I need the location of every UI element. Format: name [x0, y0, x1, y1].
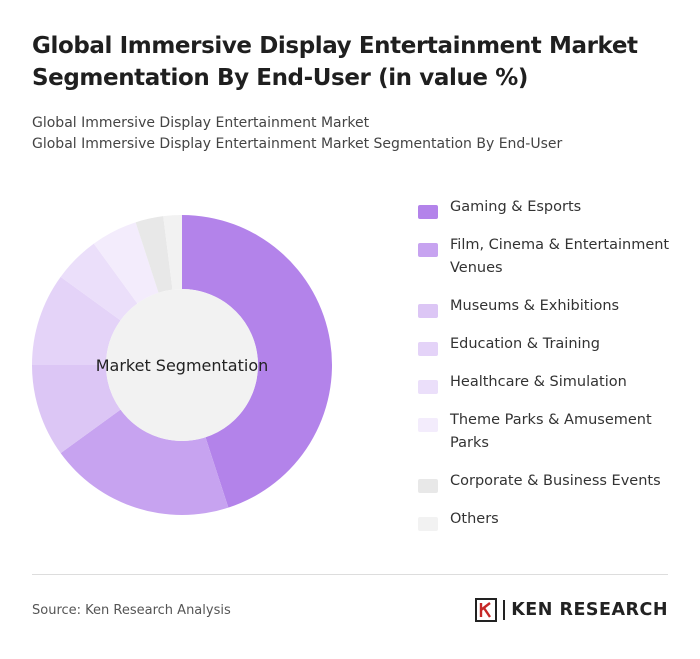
subtitle-line-2: Global Immersive Display Entertainment M… [32, 136, 563, 152]
legend-swatch [418, 418, 438, 432]
legend-swatch [418, 243, 438, 257]
legend-item: Film, Cinema & Entertainment Venues [418, 234, 680, 280]
ken-research-logo: KEN RESEARCH [475, 598, 668, 622]
legend-item: Others [418, 508, 680, 531]
logo-text: KEN RESEARCH [511, 600, 668, 620]
legend-swatch [418, 342, 438, 356]
ken-research-logo-icon [475, 598, 498, 622]
chart-legend: Gaming & Esports Film, Cinema & Entertain… [418, 196, 680, 546]
donut-slice-corporate-business-events [135, 216, 173, 293]
footer-divider [32, 574, 668, 575]
legend-swatch [418, 380, 438, 394]
legend-label: Corporate & Business Events [450, 473, 661, 489]
legend-item: Healthcare & Simulation [418, 371, 680, 394]
legend-swatch [418, 304, 438, 318]
legend-label: Film, Cinema & Entertainment Venues [450, 237, 670, 276]
donut-slice-film-cinema-entertainment-venues [60, 409, 229, 515]
legend-label: Gaming & Esports [450, 199, 582, 215]
donut-chart: Market Segmentation [32, 215, 333, 515]
legend-label: Theme Parks & Amusement Parks [450, 412, 652, 451]
donut-slice-museums-exhibitions [32, 365, 121, 454]
legend-label: Museums & Exhibitions [450, 298, 620, 314]
donut-chart-svg: Market Segmentation [32, 215, 333, 515]
donut-slice-education-training [32, 276, 121, 365]
donut-slice-others [163, 215, 182, 290]
legend-item: Corporate & Business Events [418, 470, 680, 493]
legend-swatch [418, 479, 438, 493]
chart-title: Global Immersive Display Entertainment M… [32, 33, 638, 91]
legend-swatch [418, 205, 438, 219]
donut-center-label: Market Segmentation [96, 356, 269, 375]
source-note: Source: Ken Research Analysis [32, 603, 231, 618]
legend-item: Museums & Exhibitions [418, 295, 680, 318]
chart-subtitle: Global Immersive Display Entertainment M… [32, 113, 672, 155]
donut-slice-theme-parks-amusement-parks [93, 222, 159, 304]
legend-label: Others [450, 511, 499, 527]
donut-center [106, 289, 258, 441]
legend-swatch [418, 517, 438, 531]
legend-item: Gaming & Esports [418, 196, 680, 219]
subtitle-line-1: Global Immersive Display Entertainment M… [32, 115, 370, 131]
legend-label: Healthcare & Simulation [450, 374, 627, 390]
legend-item: Education & Training [418, 333, 680, 356]
logo-separator [503, 600, 506, 620]
legend-item: Theme Parks & Amusement Parks [418, 409, 680, 455]
donut-slice-gaming-esports [182, 215, 333, 508]
donut-slice-healthcare-simulation [60, 243, 138, 321]
legend-label: Education & Training [450, 336, 600, 352]
